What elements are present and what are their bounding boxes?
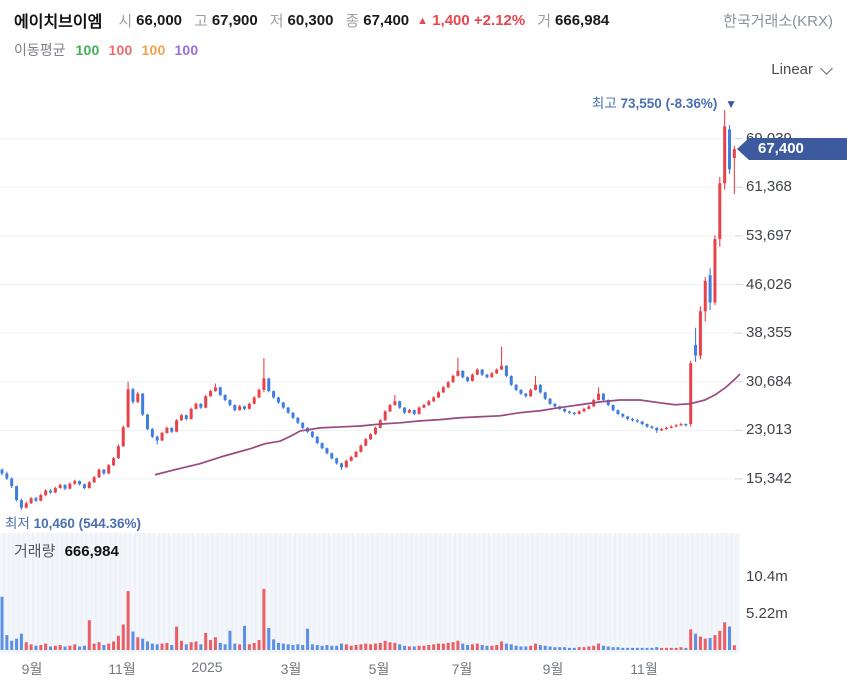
- time-axis-label: 9월: [542, 661, 564, 677]
- change-value: 1,400: [432, 11, 470, 29]
- low-annotation-prefix: 최저: [5, 516, 30, 531]
- close-value: 67,400: [363, 11, 410, 29]
- volume-tick-label: 5.22m: [746, 604, 788, 622]
- price-tick-label: 46,026: [746, 275, 792, 293]
- ma-legend-label: 이동평균: [14, 42, 66, 58]
- volume-value: 666,984: [555, 11, 610, 29]
- up-arrow-icon: ▲: [417, 14, 429, 27]
- last-price-badge: 67,400: [737, 138, 847, 160]
- volume-tick-label: 10.4m: [746, 568, 788, 586]
- stock-name: 에이치브이엠: [14, 14, 103, 31]
- high-annotation-value: 73,550: [620, 96, 662, 111]
- ma-legend-value: 100: [141, 42, 166, 58]
- ma-legend-value: 100: [174, 42, 199, 58]
- price-tick-label: 23,013: [746, 421, 792, 439]
- all-time-low-annotation: 최저 10,460 (544.36%): [5, 512, 141, 532]
- high-label: 고: [194, 12, 208, 30]
- price-change: ▲ 1,400 +2.12%: [417, 12, 525, 29]
- scale-selector[interactable]: Linear: [771, 61, 833, 78]
- low-annotation-percent: (544.36%): [78, 516, 141, 531]
- time-axis-label: 2025: [191, 659, 223, 675]
- low-value: 60,300: [287, 11, 334, 29]
- high-annotation-percent: (-8.36%): [665, 96, 718, 111]
- price-tick-label: 38,355: [746, 324, 792, 342]
- change-percent: +2.12%: [473, 11, 526, 29]
- time-axis-label: 11월: [630, 661, 658, 677]
- time-axis-label: 5월: [368, 661, 390, 677]
- time-axis-label: 3월: [280, 661, 302, 677]
- time-axis-label: 7월: [451, 661, 473, 677]
- volume-panel-value: 666,984: [64, 543, 119, 560]
- volume-label: 거: [537, 12, 552, 30]
- time-axis-label: 11월: [108, 661, 136, 677]
- volume-panel-label: 거래량: [14, 543, 56, 560]
- low-label: 저: [269, 12, 284, 30]
- high-value: 67,900: [211, 11, 258, 29]
- close-label: 종: [345, 12, 360, 30]
- price-tick-label: 53,697: [746, 226, 792, 244]
- all-time-high-annotation: 최고 73,550 (-8.36%) ▼: [592, 92, 737, 112]
- high-marker-icon: ▼: [725, 97, 737, 111]
- high-annotation-prefix: 최고: [591, 96, 617, 111]
- ma-legend-values: 100 100 100 100: [76, 42, 208, 58]
- price-tick-label: 15,342: [746, 469, 792, 487]
- price-tick-label: 30,684: [746, 372, 792, 390]
- low-annotation-value: 10,460: [33, 516, 75, 531]
- ma-legend: 이동평균 100 100 100 100: [14, 40, 207, 60]
- ma-legend-value: 100: [75, 42, 100, 58]
- ma-legend-value: 100: [108, 42, 133, 58]
- open-value: 66,000: [136, 11, 183, 29]
- price-tick-label: 61,368: [746, 178, 792, 196]
- scale-selector-label: Linear: [771, 61, 813, 78]
- time-axis-label: 9월: [21, 661, 43, 677]
- header: 에이치브이엠 시 66,000 고 67,900 저 60,300 종 67,4…: [14, 9, 833, 32]
- open-label: 시: [118, 12, 133, 30]
- exchange-name: 한국거래소(KRX): [723, 13, 833, 30]
- volume-panel-title: 거래량 666,984: [14, 540, 119, 561]
